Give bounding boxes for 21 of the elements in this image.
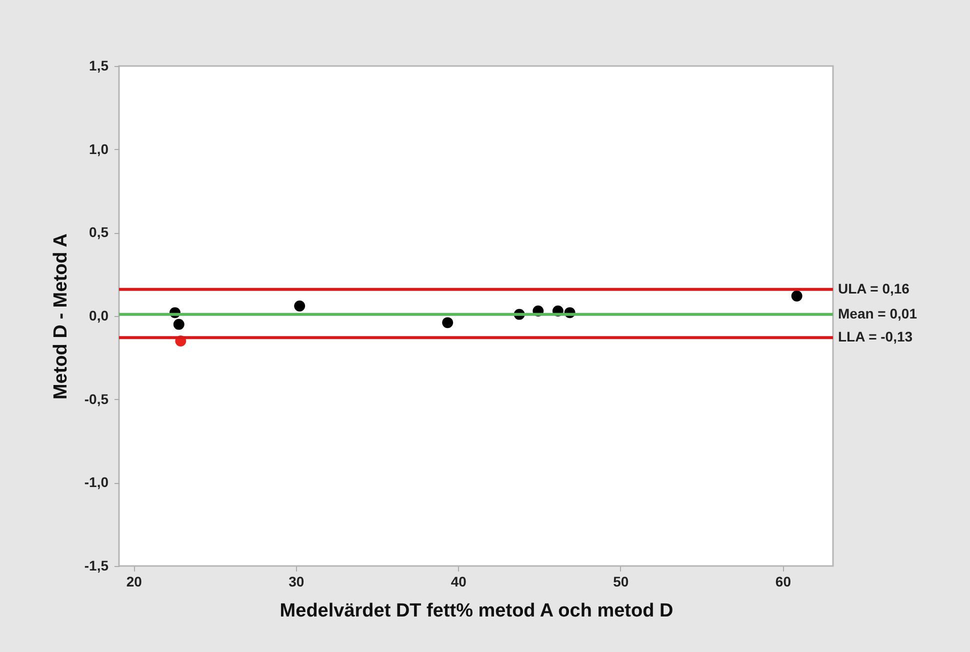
ref-line-label: ULA = 0,16 <box>838 280 910 296</box>
x-tick-label: 60 <box>775 574 792 590</box>
point <box>173 318 184 330</box>
x-tick-label: 30 <box>288 574 304 590</box>
x-axis-title: Medelvärdet DT fett% metod A och metod D <box>280 600 674 622</box>
x-tick-label: 20 <box>126 574 142 590</box>
y-tick-label: -1,0 <box>84 474 109 490</box>
y-axis-title: Metod D - Metod A <box>50 233 72 400</box>
ref-line-label: LLA = -0,13 <box>838 328 913 345</box>
y-tick-label: -1,5 <box>84 558 109 574</box>
y-tick-label: 1,5 <box>89 58 109 74</box>
y-tick-label: 0,0 <box>89 308 109 324</box>
point <box>294 300 306 312</box>
y-tick-label: -0,5 <box>84 390 109 407</box>
y-tick-label: 0,5 <box>89 224 109 240</box>
y-tick-label: 1,0 <box>89 140 109 157</box>
ref-line-label: Mean = 0,01 <box>838 305 918 322</box>
point <box>442 317 454 328</box>
x-tick-label: 40 <box>450 574 467 590</box>
x-tick-label: 50 <box>613 574 629 590</box>
point <box>791 290 802 302</box>
